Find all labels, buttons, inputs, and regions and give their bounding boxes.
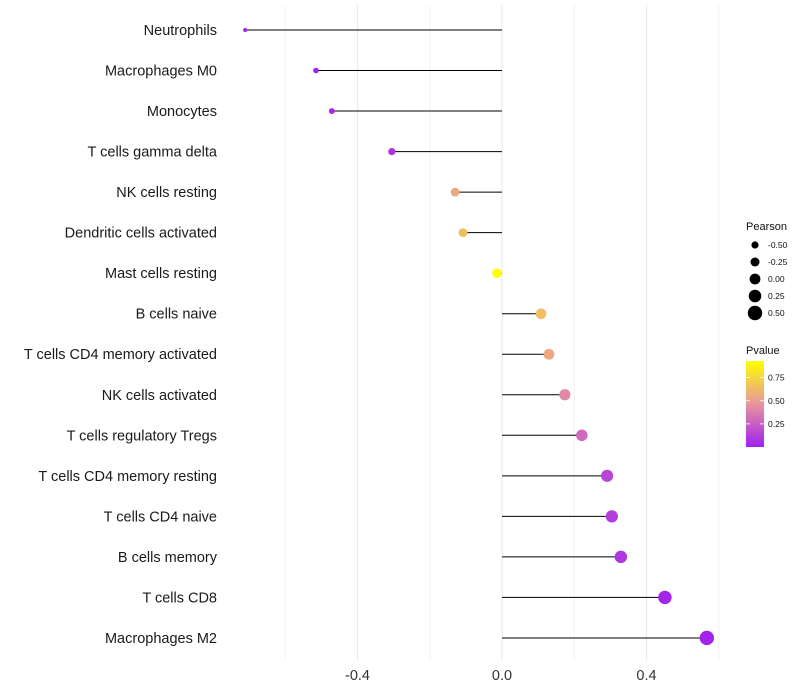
y-tick-label: T cells CD4 naive [104, 509, 217, 525]
x-tick-label: 0.0 [492, 668, 512, 684]
legend-color-label: 0.75 [768, 373, 785, 383]
legend-size-dot [751, 241, 759, 249]
lollipop-point [559, 389, 571, 401]
y-tick-label: T cells CD8 [142, 590, 217, 606]
lollipop-point [328, 108, 335, 115]
y-tick-label: T cells CD4 memory resting [38, 469, 217, 485]
lollipop-point [543, 348, 555, 360]
y-tick-label: NK cells resting [116, 185, 217, 201]
lollipop-point [658, 590, 672, 605]
lollipop-point [450, 187, 460, 197]
lollipop-point [605, 510, 618, 523]
y-tick-label: Dendritic cells activated [65, 226, 217, 242]
lollipop-point [458, 228, 468, 238]
y-tick-label: Macrophages M2 [105, 631, 217, 647]
legend-size-title: Pearson [746, 221, 787, 233]
legend-colorbar [746, 361, 764, 447]
y-tick-label: Mast cells resting [105, 266, 217, 282]
lollipop-point [601, 469, 614, 482]
x-tick-label: -0.4 [345, 668, 370, 684]
lollipop-point [576, 429, 588, 442]
lollipop-point [313, 67, 319, 74]
legend-size-dot [748, 289, 762, 303]
lollipop-point [614, 550, 628, 564]
lollipop-point [243, 28, 248, 32]
y-tick-label: Monocytes [147, 104, 217, 120]
legend-size-label: 0.00 [768, 274, 785, 284]
lollipop-point [699, 630, 715, 646]
y-tick-label: T cells CD4 memory activated [24, 347, 217, 363]
y-tick-label: T cells regulatory Tregs [67, 428, 217, 444]
legend-size-dot [750, 257, 760, 267]
y-tick-label: B cells memory [118, 550, 218, 566]
legend-size-label: -0.50 [768, 240, 788, 250]
legend-size-label: 0.25 [768, 291, 785, 301]
y-tick-label: Neutrophils [144, 23, 217, 39]
legend-color-title: Pvalue [746, 345, 780, 357]
y-tick-label: T cells gamma delta [88, 145, 218, 161]
legend-size-label: -0.25 [768, 257, 788, 267]
lollipop-point [388, 147, 396, 156]
y-tick-label: NK cells activated [102, 388, 217, 404]
lollipop-point [535, 308, 547, 320]
y-tick-label: Macrophages M0 [105, 64, 217, 80]
legend-color-label: 0.25 [768, 419, 785, 429]
y-tick-label: B cells naive [136, 307, 217, 323]
legend-size-dot [747, 305, 763, 321]
legend-size-dot [749, 273, 761, 285]
legend-size-label: 0.50 [768, 308, 785, 318]
lollipop-point [492, 268, 502, 279]
legend-color-label: 0.50 [768, 396, 785, 406]
x-tick-label: 0.4 [636, 668, 656, 684]
